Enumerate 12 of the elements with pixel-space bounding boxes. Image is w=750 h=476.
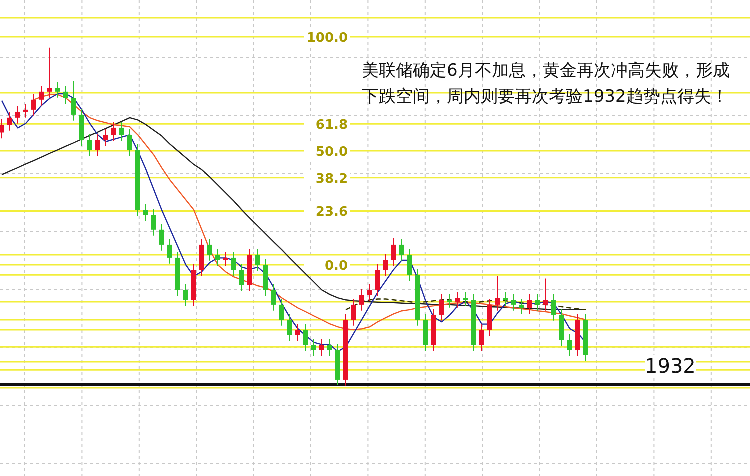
y-tick-label: 100.0 <box>306 30 348 46</box>
ytick: 23.6 <box>0 203 750 220</box>
ytick: 38.2 <box>0 170 750 187</box>
y-tick-label: 50.0 <box>316 144 348 160</box>
annotation: 美联储确定6月不加息，黄金再次冲高失败，形成下跌空间，周内则要再次考验1932趋势点得失！ <box>362 60 731 109</box>
y-tick-label: 61.8 <box>316 118 348 134</box>
annotation: 1932 <box>645 354 696 378</box>
y-tick-label: 0.0 <box>324 259 348 274</box>
ytick: 100.0 <box>0 28 750 46</box>
y-tick-label: 23.6 <box>316 205 348 220</box>
ytick: 50.0 <box>0 143 750 160</box>
y-tick-label: 38.2 <box>316 172 348 187</box>
